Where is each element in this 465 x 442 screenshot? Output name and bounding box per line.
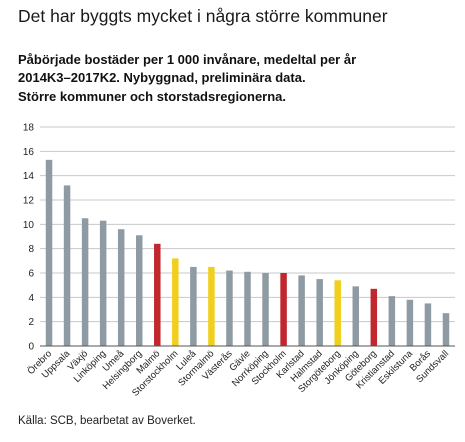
y-tick-label: 16	[23, 147, 35, 158]
y-tick-label: 4	[28, 293, 34, 304]
bar	[442, 313, 450, 346]
bar	[45, 159, 53, 346]
bar	[406, 299, 414, 346]
y-tick-label: 6	[28, 269, 34, 280]
y-tick-label: 18	[23, 123, 35, 134]
y-tick-label: 2	[28, 317, 34, 328]
chart-subtitle-line-3: Större kommuner och storstadsregionerna.	[18, 89, 287, 104]
bar	[208, 266, 215, 346]
bar	[135, 235, 143, 346]
y-tick-label: 8	[28, 244, 34, 255]
bar	[334, 280, 341, 346]
bar-chart: 0 2 4 6 8 10 12 14 16 18 ÖrebroUppsalaVäxjöLinköp…	[23, 123, 455, 399]
bar	[280, 273, 287, 346]
bar	[117, 229, 125, 346]
y-tick-label: 12	[23, 196, 35, 207]
bar	[388, 296, 396, 346]
bar	[298, 275, 305, 346]
y-tick-label: 0	[28, 342, 34, 353]
bar	[316, 279, 323, 346]
bar	[226, 270, 233, 346]
x-axis-labels: ÖrebroUppsalaVäxjöLinköpingUmeåHelsingbo…	[25, 348, 451, 399]
bar	[190, 266, 197, 346]
bar	[172, 258, 179, 346]
bar	[244, 271, 251, 346]
bar	[370, 288, 378, 346]
bar	[424, 303, 432, 346]
chart-headline: Det har byggts mycket i några större kom…	[18, 6, 388, 26]
y-axis-ticks: 0 2 4 6 8 10 12 14 16 18	[23, 123, 35, 353]
gridlines	[40, 126, 455, 323]
bar	[154, 243, 161, 346]
bar	[352, 286, 360, 346]
bar	[81, 218, 89, 346]
y-tick-label: 10	[23, 220, 35, 231]
chart-subtitle-line-1: Påbörjade bostäder per 1 000 invånare, m…	[18, 52, 357, 67]
y-tick-label: 14	[23, 171, 35, 182]
chart-subtitle-line-2: 2014K3–2017K2. Nybyggnad, preliminära da…	[18, 70, 306, 85]
bar	[99, 220, 107, 346]
bar	[262, 273, 269, 346]
source-note: Källa: SCB, bearbetat av Boverket.	[18, 415, 196, 427]
bar	[63, 185, 71, 346]
bars	[45, 159, 450, 346]
